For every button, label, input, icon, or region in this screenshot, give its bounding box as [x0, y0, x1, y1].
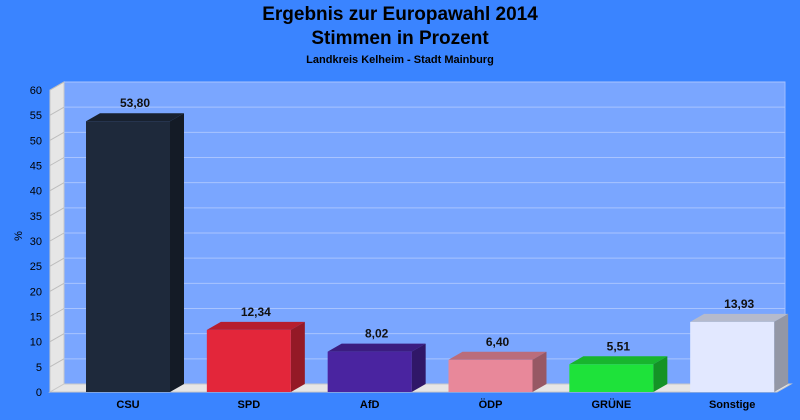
bar-top [206, 321, 305, 330]
y-tick-label: 35 [30, 211, 42, 223]
bar-side [774, 313, 789, 392]
bar-top [327, 343, 426, 352]
x-tick-label: SPD [238, 399, 261, 411]
bar [448, 359, 533, 392]
gridline-side [49, 207, 65, 217]
y-tick-label: 40 [30, 186, 42, 198]
bar-value-label: 5,51 [607, 339, 631, 353]
bar-side [532, 351, 547, 392]
bar-side [170, 113, 184, 392]
gridline-side [49, 232, 65, 242]
bar-top [86, 113, 184, 122]
bar-top [448, 351, 547, 360]
x-tick-label: ÖDP [479, 398, 503, 411]
bar [569, 364, 654, 392]
y-axis-label: % [13, 231, 25, 241]
bar [327, 351, 412, 392]
chart-title-line2: Stimmen in Prozent [311, 28, 489, 49]
gridline-side [49, 282, 65, 292]
bar-value-label: 12,34 [241, 305, 271, 319]
gridline-side [49, 358, 65, 368]
y-tick-label: 25 [30, 261, 42, 273]
bar-top [690, 313, 789, 322]
y-tick-label: 30 [30, 236, 42, 248]
gridline-side [49, 106, 65, 116]
y-tick-label: 15 [30, 312, 42, 324]
gridline-side [49, 333, 65, 343]
y-tick-label: 20 [30, 286, 42, 298]
y-tick-label: 45 [30, 161, 42, 173]
y-tick-label: 0 [36, 387, 42, 399]
x-tick-label: GRÜNE [591, 398, 631, 411]
chart-title: Ergebnis zur Europawahl 2014 [262, 4, 538, 25]
bar-value-label: 6,40 [486, 335, 510, 349]
bar [206, 329, 291, 392]
gridline-side [49, 131, 65, 141]
y-tick-label: 10 [30, 337, 42, 349]
bar-value-label: 53,80 [120, 96, 150, 110]
y-tick-label: 50 [30, 135, 42, 147]
bar-side [653, 356, 668, 392]
bar [690, 321, 775, 392]
y-tick-label: 60 [30, 85, 42, 97]
bar-side [411, 343, 426, 392]
bar-value-label: 8,02 [365, 327, 389, 341]
x-tick-label: Sonstige [709, 399, 755, 411]
y-tick-label: 5 [36, 362, 42, 374]
chart-subtitle: Landkreis Kelheim - Stadt Mainburg [306, 54, 494, 66]
gridline-side [49, 308, 65, 317]
gridline-side [49, 182, 65, 192]
bar [86, 121, 170, 392]
y-tick-label: 55 [30, 110, 42, 122]
gridline-side [49, 157, 65, 166]
x-tick-label: CSU [116, 399, 139, 411]
bar-top [569, 356, 668, 365]
gridline-side [49, 81, 65, 91]
bar-value-label: 13,93 [724, 297, 754, 311]
x-tick-label: AfD [360, 399, 380, 411]
bar-side [290, 321, 305, 392]
gridline-side [49, 257, 65, 267]
